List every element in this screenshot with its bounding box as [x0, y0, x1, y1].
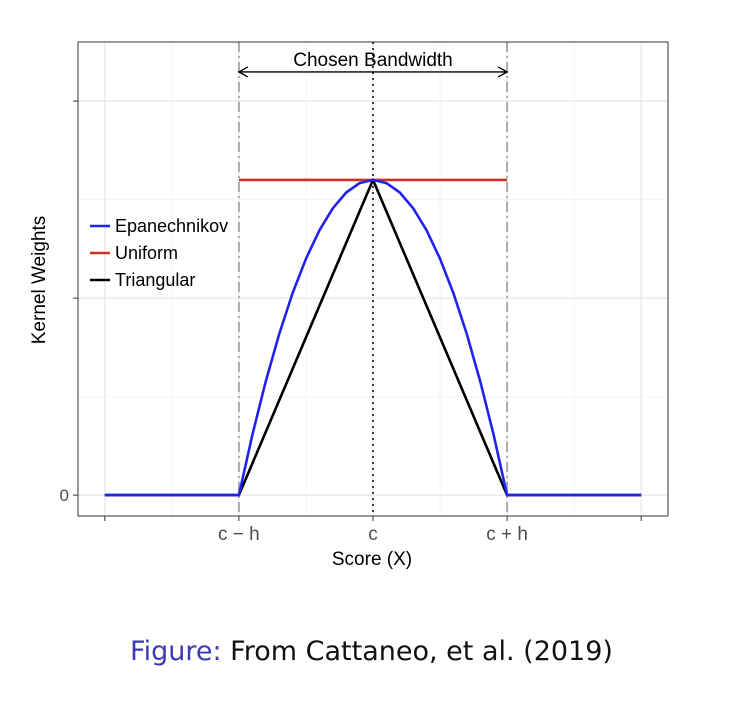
y-tick-label: 0: [60, 486, 69, 505]
series-lines: [104, 178, 642, 497]
x-tick-label: c + h: [486, 524, 528, 545]
axes: c − h c c + h 0: [60, 100, 642, 545]
arrow-head-left: [237, 66, 249, 78]
x-tick-label: c − h: [218, 524, 260, 545]
bandwidth-annotation: Chosen Bandwidth: [237, 50, 509, 78]
legend-label-uniform: Uniform: [115, 243, 178, 263]
bandwidth-label: Chosen Bandwidth: [293, 50, 453, 71]
legend-label-epanechnikov: Epanechnikov: [115, 216, 228, 236]
x-axis-label: Score (X): [332, 549, 412, 570]
arrow-head-right: [497, 66, 509, 78]
y-axis-label: Kernel Weights: [29, 216, 50, 345]
kernel-weights-chart: Chosen Bandwidth c − h c c + h 0 Epanechnik…: [29, 41, 669, 570]
figure-caption: Figure: From Cattaneo, et al. (2019): [0, 636, 743, 667]
legend-label-triangular: Triangular: [115, 270, 195, 290]
series-epanechnikov-line: [104, 178, 642, 497]
legend: Epanechnikov Uniform Triangular: [90, 216, 228, 290]
reference-lines: [237, 42, 509, 516]
caption-text: From Cattaneo, et al. (2019): [221, 636, 613, 667]
x-tick-label: c: [368, 524, 378, 545]
caption-label: Figure:: [130, 636, 222, 667]
